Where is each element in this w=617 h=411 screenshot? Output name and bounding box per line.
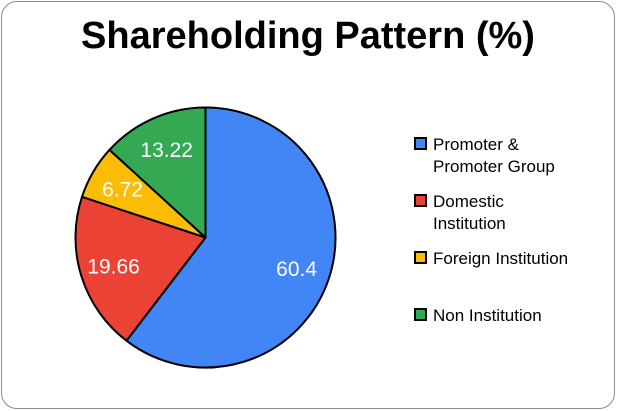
pie-slice-value-label: 6.72 xyxy=(102,178,143,201)
legend-label: Non Institution xyxy=(433,305,542,327)
legend-label: Domestic Institution xyxy=(433,191,506,235)
chart-legend: Promoter & Promoter Group Domestic Insti… xyxy=(414,134,599,334)
pie-slice-0[interactable] xyxy=(125,106,337,369)
pie-slice-1[interactable] xyxy=(74,195,207,342)
pie-chart: 60.4 19.66 6.72 13.22 xyxy=(74,106,337,369)
chart-title: Shareholding Pattern (%) xyxy=(81,15,535,57)
legend-item-domestic-institution[interactable]: Domestic Institution xyxy=(414,191,506,235)
legend-label: Promoter & Promoter Group xyxy=(433,134,555,178)
legend-swatch-non-institution-icon xyxy=(414,308,427,321)
legend-label-line: Institution xyxy=(433,214,506,233)
legend-label-line: Promoter & xyxy=(433,135,519,154)
legend-label: Foreign Institution xyxy=(433,248,568,270)
legend-label-line: Foreign Institution xyxy=(433,249,569,268)
legend-swatch-foreign-icon xyxy=(414,251,427,264)
pie-slice-value-label: 60.4 xyxy=(276,258,317,281)
legend-swatch-domestic-icon xyxy=(414,194,427,207)
legend-item-foreign-institution[interactable]: Foreign Institution xyxy=(414,248,568,270)
legend-swatch-promoter-icon xyxy=(414,137,427,150)
legend-label-line: Promoter Group xyxy=(433,157,555,176)
pie-slice-value-label: 13.22 xyxy=(140,139,193,162)
legend-item-non-institution[interactable]: Non Institution xyxy=(414,305,542,327)
pie-slice-value-label: 19.66 xyxy=(87,255,140,278)
legend-item-promoter-promoter-group[interactable]: Promoter & Promoter Group xyxy=(414,134,555,178)
legend-label-line: Non Institution xyxy=(433,306,542,325)
pie-slice-3[interactable] xyxy=(108,106,207,239)
legend-label-line: Domestic xyxy=(433,192,504,211)
